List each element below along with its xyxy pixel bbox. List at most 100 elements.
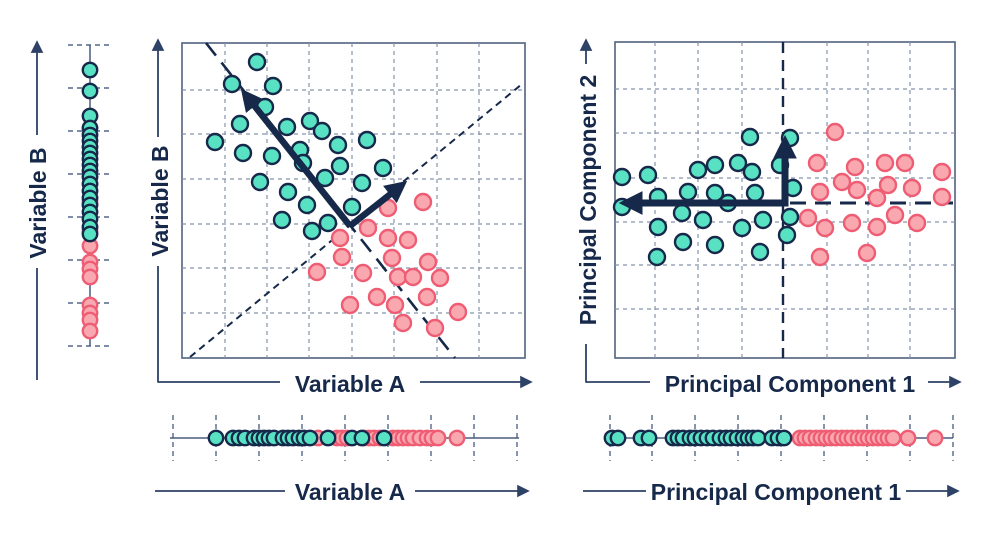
proj-a-label: Variable A <box>295 479 405 505</box>
data-point-pink <box>81 322 99 340</box>
data-point-teal <box>247 52 267 72</box>
data-point-pink <box>832 172 852 192</box>
data-point-teal <box>315 168 335 188</box>
data-point-pink <box>926 429 944 447</box>
data-point-teal <box>638 165 658 185</box>
data-point-pink <box>358 218 378 238</box>
data-point-teal <box>230 114 250 134</box>
axis-lines <box>30 38 962 498</box>
data-point-teal <box>300 111 320 131</box>
data-point-teal <box>262 146 282 166</box>
data-point-pink <box>932 162 952 182</box>
data-point-pink <box>81 268 99 286</box>
data-point-pink <box>425 318 445 338</box>
data-point-pink <box>382 248 402 268</box>
data-point-teal <box>612 167 632 187</box>
data-point-pink <box>418 252 438 272</box>
data-point-teal <box>81 61 99 79</box>
data-point-teal <box>250 172 270 192</box>
data-point-teal <box>272 210 292 230</box>
data-point-pink <box>307 262 327 282</box>
variable-space-scatter-plot <box>181 42 526 359</box>
data-point-pink <box>810 182 830 202</box>
data-point-pink <box>417 287 437 307</box>
data-point-teal <box>673 232 693 252</box>
data-point-teal <box>301 429 319 447</box>
data-point-teal <box>357 130 377 150</box>
data-point-teal <box>750 242 770 262</box>
data-point-pink <box>845 157 865 177</box>
data-point-teal <box>745 183 765 203</box>
data-point-teal <box>749 429 767 447</box>
data-point-teal <box>263 76 283 96</box>
data-point-teal <box>705 235 725 255</box>
data-point-teal <box>672 203 692 223</box>
data-point-teal <box>81 225 99 243</box>
data-point-pink <box>340 295 360 315</box>
data-point-teal <box>375 429 393 447</box>
data-point-pink <box>867 188 887 208</box>
data-point-teal <box>732 218 752 238</box>
data-point-teal <box>353 429 371 447</box>
data-point-teal <box>705 155 725 175</box>
proj-pc1-label: Principal Component 1 <box>651 479 902 505</box>
data-point-teal <box>780 207 800 227</box>
data-point-teal <box>777 225 797 245</box>
pc1-axis-label: Principal Component 1 <box>665 371 916 397</box>
data-point-pink <box>807 153 827 173</box>
data-point-pink <box>388 267 408 287</box>
data-point-teal <box>693 210 713 230</box>
strip-variable-b-label: Variable B <box>25 147 51 258</box>
data-point-pink <box>885 205 905 225</box>
data-point-teal <box>233 143 253 163</box>
data-point-pink <box>367 287 387 307</box>
data-point-pink <box>393 313 413 333</box>
variable-b-projection-strip <box>68 44 112 347</box>
pc2-axis-label: Principal Component 2 <box>575 75 601 325</box>
data-point-teal <box>609 429 627 447</box>
data-point-teal <box>648 217 668 237</box>
data-point-pink <box>815 218 835 238</box>
data-point-pink <box>884 429 902 447</box>
data-point-teal <box>753 210 773 230</box>
data-point-pink <box>825 122 845 142</box>
data-point-teal <box>775 429 793 447</box>
data-point-pink <box>413 192 433 212</box>
data-point-pink <box>932 187 952 207</box>
data-point-pink <box>378 228 398 248</box>
pc1-eigenvector-arrow <box>347 180 408 229</box>
data-point-teal <box>640 429 658 447</box>
main-y-axis-label: Variable B <box>147 145 173 256</box>
data-point-teal <box>342 197 362 217</box>
pc-axes-arrows <box>618 134 797 215</box>
data-point-teal <box>678 182 698 202</box>
pc2-eigenvector-arrow <box>240 88 353 229</box>
data-point-pink <box>907 213 927 233</box>
data-point-pink <box>430 268 450 288</box>
data-point-teal <box>312 121 332 141</box>
data-point-teal <box>319 429 337 447</box>
data-point-pink <box>867 217 887 237</box>
data-point-pink <box>398 230 418 250</box>
data-point-teal <box>352 173 372 193</box>
data-point-teal <box>740 127 760 147</box>
data-point-teal <box>207 429 225 447</box>
pc-axes-corner <box>585 344 650 383</box>
data-point-pink <box>875 153 895 173</box>
data-point-pink <box>403 267 423 287</box>
main-axes-corner <box>157 266 280 383</box>
data-point-teal <box>297 195 317 215</box>
data-point-teal <box>222 74 242 94</box>
data-point-pink <box>899 429 917 447</box>
data-point-pink <box>842 213 862 233</box>
data-point-pink <box>332 247 352 267</box>
data-point-pink <box>857 243 877 263</box>
data-point-teal <box>81 82 99 100</box>
data-point-teal <box>205 132 225 152</box>
principal-component-scatter-plot <box>612 41 956 359</box>
variable-a-projection-strip <box>170 415 519 461</box>
data-point-pink <box>448 429 466 447</box>
pc1-projection-strip <box>603 415 954 461</box>
data-point-pink <box>429 429 447 447</box>
